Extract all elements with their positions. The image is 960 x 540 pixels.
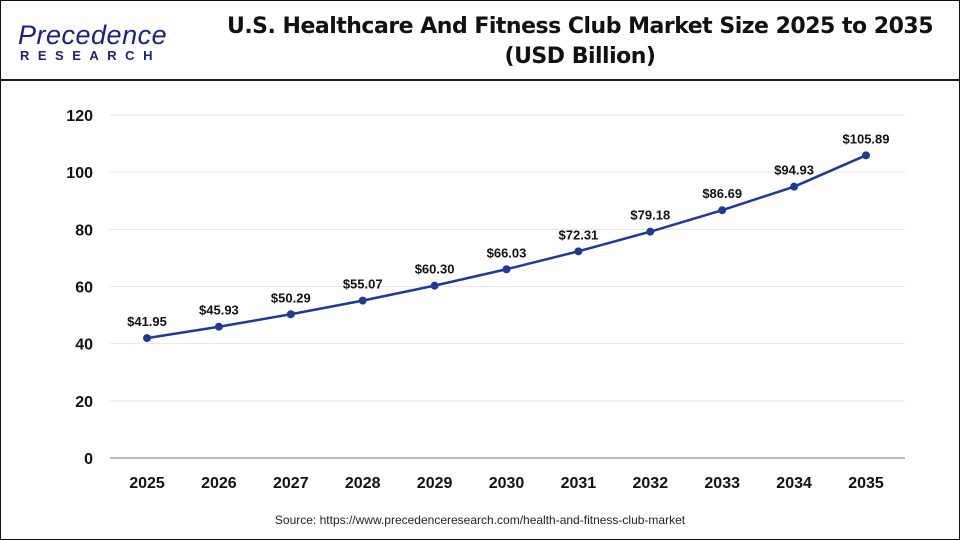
- data-label: $45.93: [199, 303, 239, 318]
- data-point: [790, 182, 799, 191]
- data-point: [286, 310, 295, 319]
- y-tick-label: 120: [66, 108, 93, 125]
- y-tick-label: 80: [75, 222, 93, 239]
- data-point: [574, 247, 583, 256]
- data-point: [502, 265, 511, 274]
- data-label: $41.95: [127, 314, 167, 329]
- logo: Precedence RESEARCH: [18, 20, 167, 63]
- data-label: $55.07: [343, 277, 383, 292]
- data-label: $86.69: [702, 186, 742, 201]
- data-label: $50.29: [271, 290, 311, 305]
- data-label: $79.18: [630, 208, 670, 223]
- x-tick-label: 2032: [633, 475, 669, 492]
- data-point: [358, 296, 367, 305]
- y-tick-label: 60: [75, 280, 93, 297]
- data-point: [143, 334, 151, 343]
- x-tick-label: 2030: [489, 475, 525, 492]
- y-tick-label: 100: [66, 165, 93, 182]
- title-line-2: (USD Billion): [504, 44, 656, 69]
- x-tick-label: 2025: [129, 475, 165, 492]
- data-label: $105.89: [843, 131, 890, 146]
- data-label: $72.31: [559, 227, 599, 242]
- x-tick-label: 2028: [345, 475, 381, 492]
- data-point: [646, 227, 655, 236]
- y-tick-label: 40: [75, 337, 93, 354]
- data-point: [718, 206, 727, 215]
- logo-text: Precedence: [18, 20, 168, 50]
- x-tick-label: 2031: [561, 475, 597, 492]
- data-point: [862, 151, 870, 160]
- y-tick-label: 0: [84, 451, 93, 468]
- x-tick-label: 2026: [201, 475, 237, 492]
- y-tick-label: 20: [75, 394, 93, 411]
- header-divider: [0, 79, 960, 81]
- x-tick-label: 2027: [273, 475, 309, 492]
- data-point: [214, 322, 223, 331]
- title-line-1: U.S. Healthcare And Fitness Club Market …: [226, 14, 934, 39]
- x-tick-label: 2033: [704, 475, 740, 492]
- logo-subtext: RESEARCH: [20, 48, 161, 63]
- chart-title: U.S. Healthcare And Fitness Club Market …: [200, 12, 960, 72]
- x-tick-label: 2034: [776, 475, 812, 492]
- source-note: Source: https://www.precedenceresearch.c…: [274, 513, 686, 527]
- data-label: $60.30: [415, 262, 455, 277]
- data-point: [430, 281, 439, 290]
- data-label: $66.03: [487, 245, 527, 260]
- x-tick-label: 2029: [417, 475, 453, 492]
- data-label: $94.93: [774, 163, 814, 178]
- x-tick-label: 2035: [848, 475, 884, 492]
